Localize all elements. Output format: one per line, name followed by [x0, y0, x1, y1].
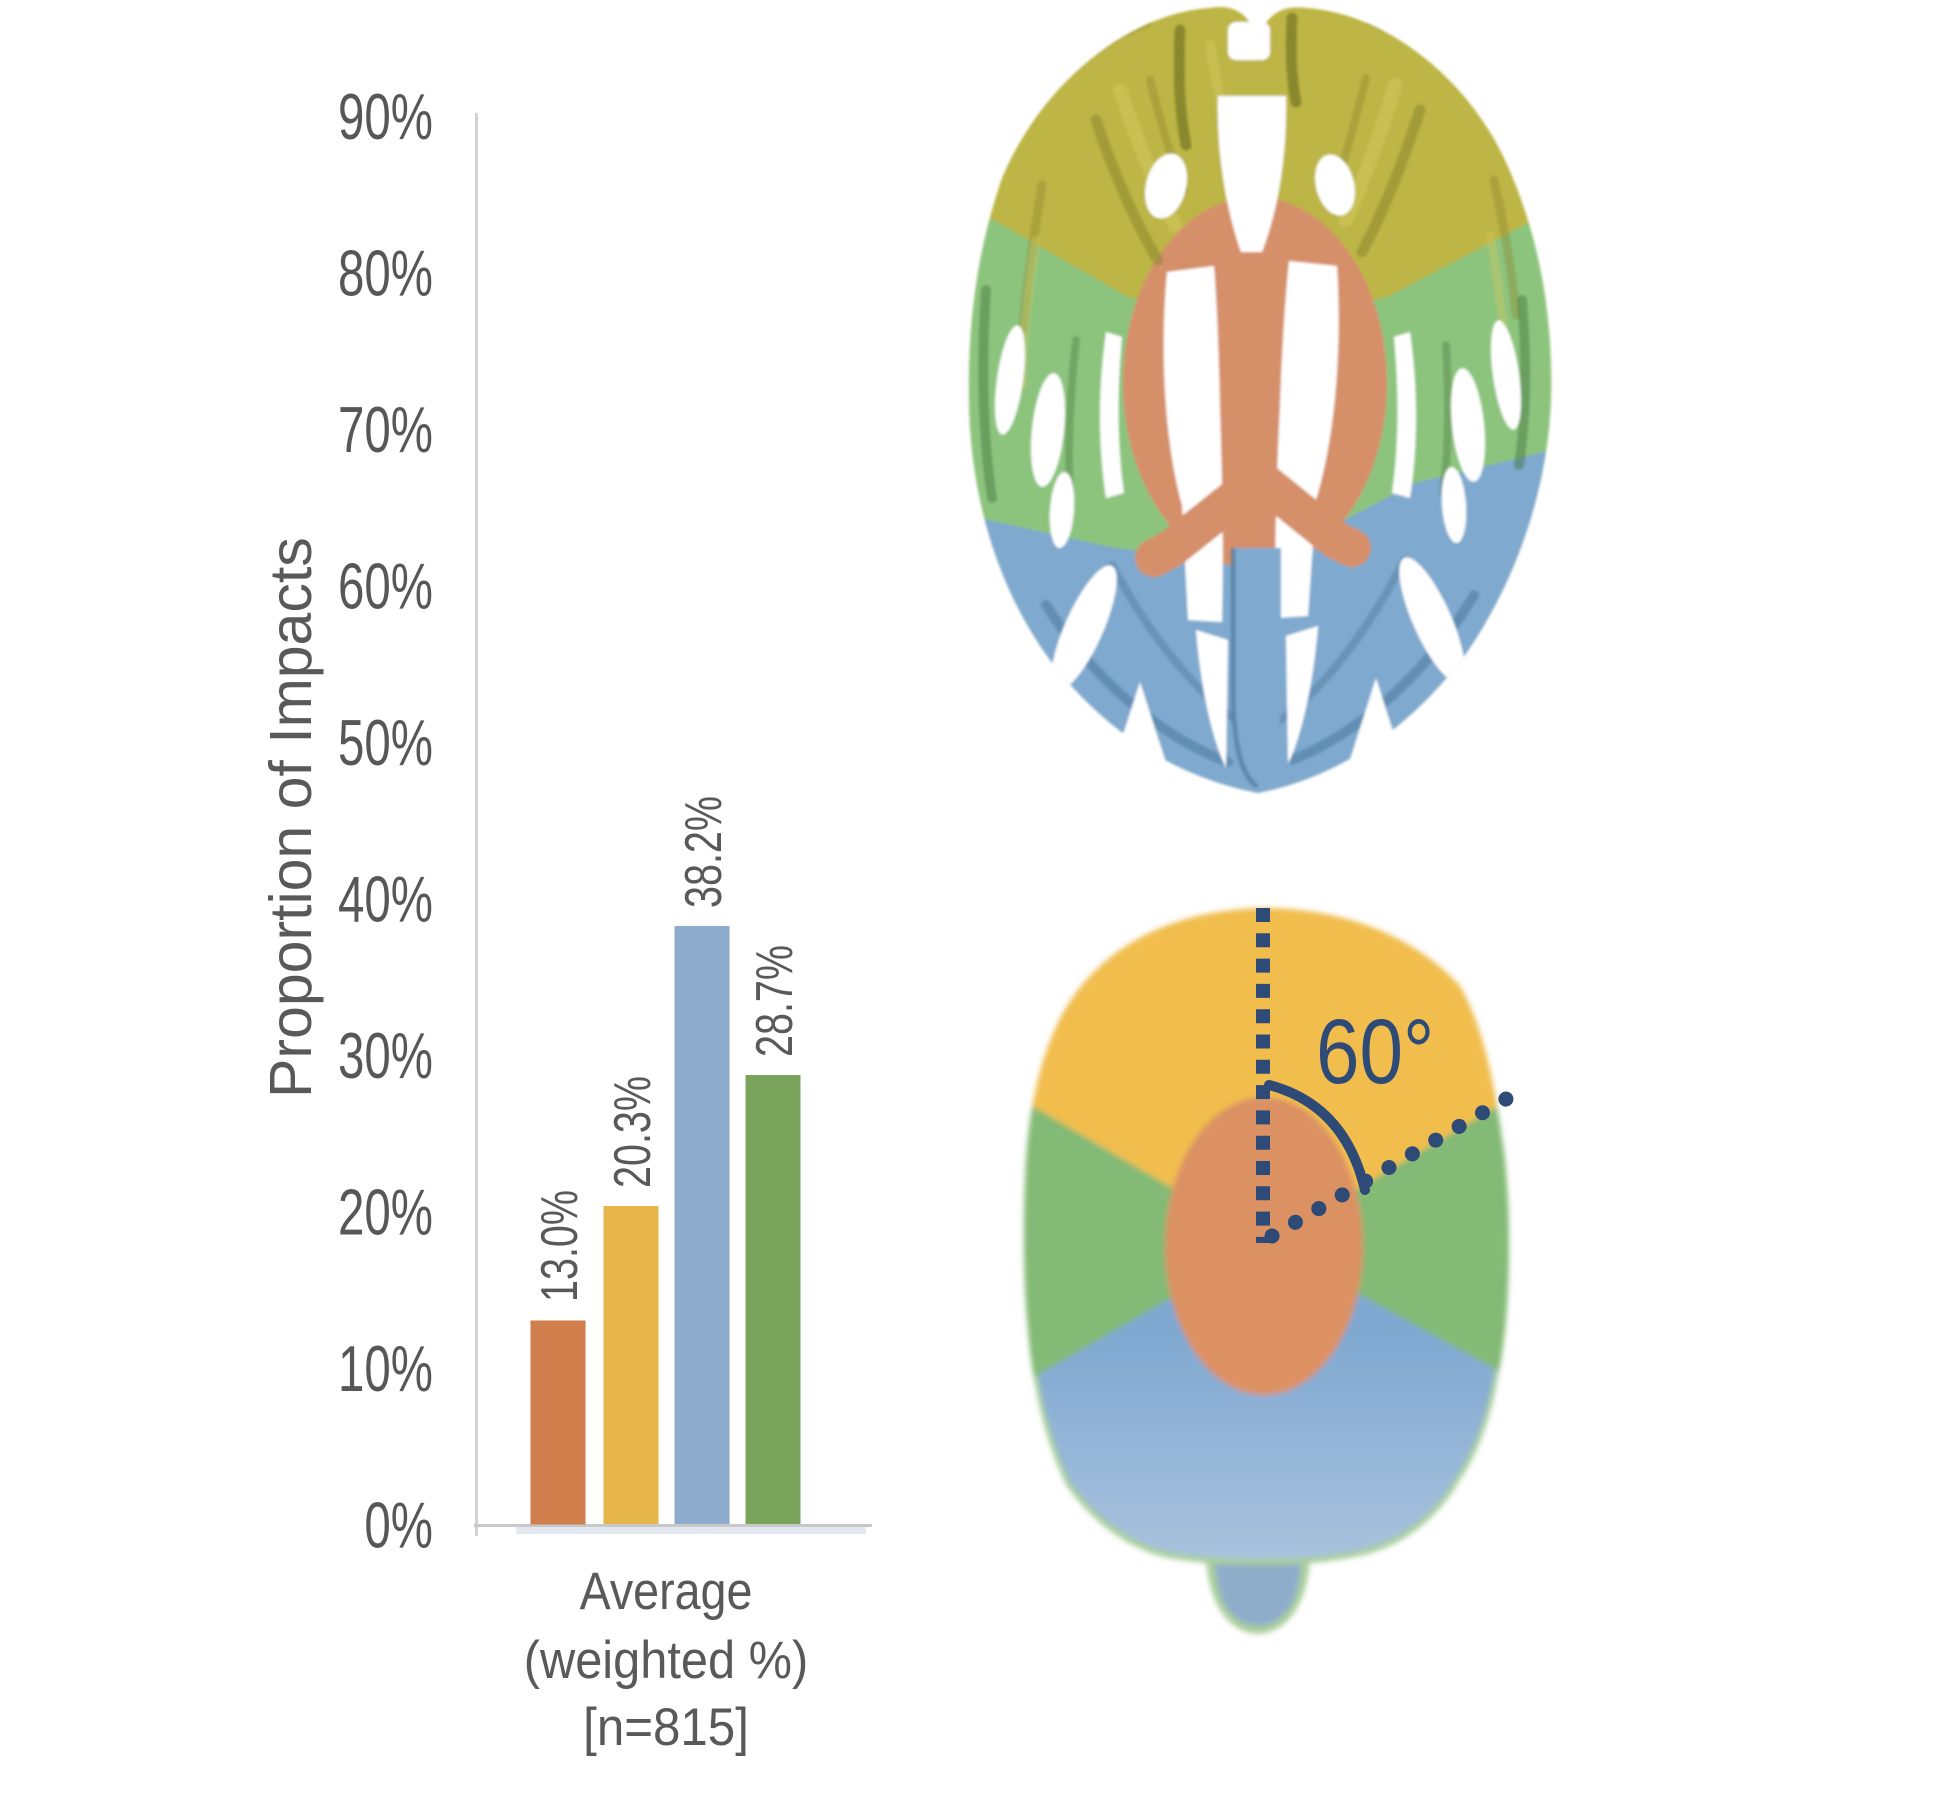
svg-text:13.0%: 13.0% [530, 1190, 589, 1302]
svg-text:60°: 60° [1316, 1001, 1434, 1103]
svg-text:20.3%: 20.3% [603, 1076, 662, 1188]
svg-text:60%: 60% [338, 550, 433, 623]
svg-text:30%: 30% [338, 1020, 433, 1093]
svg-text:90%: 90% [338, 81, 433, 154]
svg-text:50%: 50% [338, 707, 433, 780]
svg-text:80%: 80% [338, 237, 433, 310]
svg-text:20%: 20% [338, 1176, 433, 1249]
svg-text:(weighted %): (weighted %) [524, 1630, 808, 1689]
svg-text:28.7%: 28.7% [745, 945, 804, 1057]
svg-text:10%: 10% [338, 1333, 433, 1406]
svg-text:38.2%: 38.2% [674, 796, 733, 908]
svg-text:[n=815]: [n=815] [583, 1697, 749, 1756]
svg-text:0%: 0% [364, 1489, 433, 1562]
svg-text:Average: Average [580, 1561, 753, 1620]
svg-text:Proportion of Impacts: Proportion of Impacts [258, 537, 324, 1098]
svg-text:70%: 70% [338, 394, 433, 467]
svg-text:40%: 40% [338, 863, 433, 936]
